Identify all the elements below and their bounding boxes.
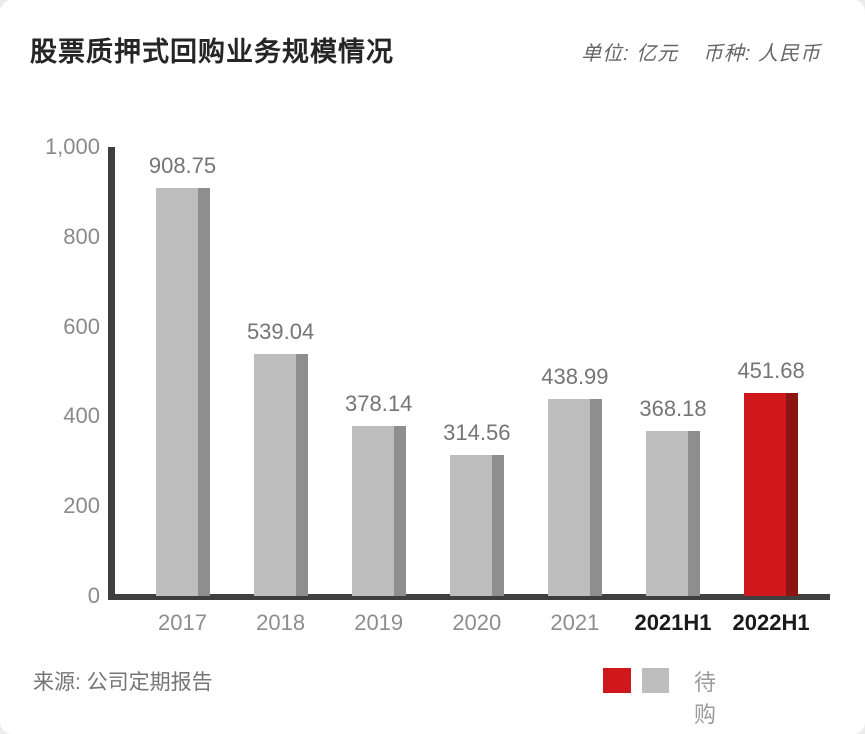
x-axis-tick-label: 2022H1 [732, 610, 810, 635]
bar-shade-edge [491, 454, 504, 596]
legend-gray-swatch [642, 668, 669, 693]
unit-note: 单位: 亿元 币种: 人民币 [581, 37, 821, 66]
bar-shade-edge [786, 393, 799, 596]
currency-label: 币种: 人民币 [702, 43, 821, 65]
chart-title: 股票质押式回购业务规模情况 [30, 37, 394, 67]
x-axis-tick-label: 2017 [158, 610, 207, 635]
bar-value-label: 908.75 [148, 152, 217, 178]
bar-2021H1 [646, 430, 700, 596]
x-axis-line [108, 594, 830, 600]
unit-label: 单位: 亿元 [581, 43, 679, 65]
bar-value-label: 378.14 [345, 391, 413, 417]
y-axis-tick-label: 1,000 [44, 134, 100, 159]
bar-2022H1 [744, 393, 799, 596]
y-axis-tick-label: 200 [63, 493, 100, 519]
bar-shade-edge [393, 426, 406, 596]
bar-value-label: 368.18 [639, 395, 707, 421]
bar-shade-edge [197, 187, 210, 596]
source-note: 来源: 公司定期报告 [33, 671, 213, 694]
x-axis-tick-label: 2018 [256, 610, 306, 635]
bar-2017 [155, 187, 210, 596]
bar-value-label: 451.68 [737, 358, 805, 384]
y-axis-tick-label: 600 [63, 313, 100, 339]
y-axis-tick-label: 400 [63, 403, 100, 429]
y-axis-tick-label: 0 [87, 583, 100, 608]
bar-value-label: 539.04 [246, 318, 315, 344]
bar-value-label: 438.99 [541, 363, 609, 389]
bar-shade-edge [688, 430, 700, 596]
bar-shade-edge [589, 398, 602, 596]
y-axis-tick-label: 800 [63, 223, 100, 249]
y-axis-line [108, 147, 115, 600]
x-axis-tick-label: 2019 [354, 610, 404, 635]
legend-label: 待购回余额 [694, 670, 717, 727]
bar-shade-edge [295, 353, 308, 596]
x-axis-tick-label: 2020 [452, 610, 502, 635]
bar-2018 [253, 353, 308, 596]
x-axis-tick-label: 2021 [550, 610, 600, 635]
legend-red-swatch [603, 668, 631, 693]
bar-2019 [351, 426, 406, 596]
bar-value-label: 314.56 [443, 419, 511, 445]
x-axis-tick-label: 2021H1 [634, 610, 712, 635]
bar-2021 [547, 398, 602, 596]
bar-2020 [449, 454, 504, 596]
